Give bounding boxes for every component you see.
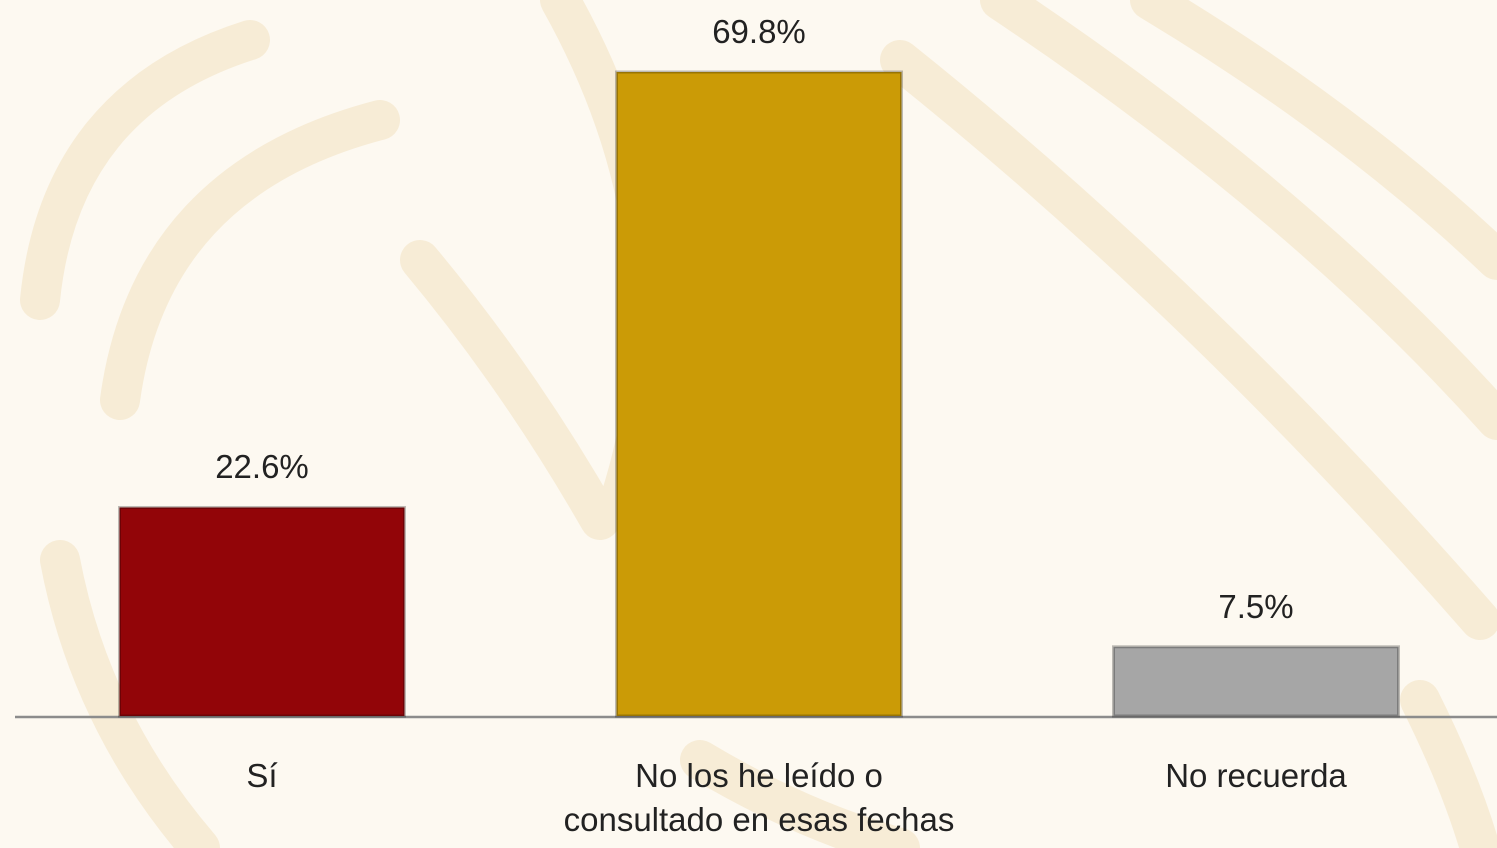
value-label: 22.6%: [215, 448, 309, 486]
background-pattern: [20, 0, 1497, 848]
x-tick-label: No los he leído o consultado en esas fec…: [563, 757, 955, 838]
bar: [1112, 645, 1400, 718]
x-tick-label: Sí: [246, 757, 278, 794]
value-label: 7.5%: [1218, 587, 1294, 625]
value-label: 69.8%: [712, 13, 806, 50]
bar: [615, 70, 903, 718]
x-tick-label: No recuerda: [1165, 757, 1347, 794]
bar: [118, 505, 406, 718]
